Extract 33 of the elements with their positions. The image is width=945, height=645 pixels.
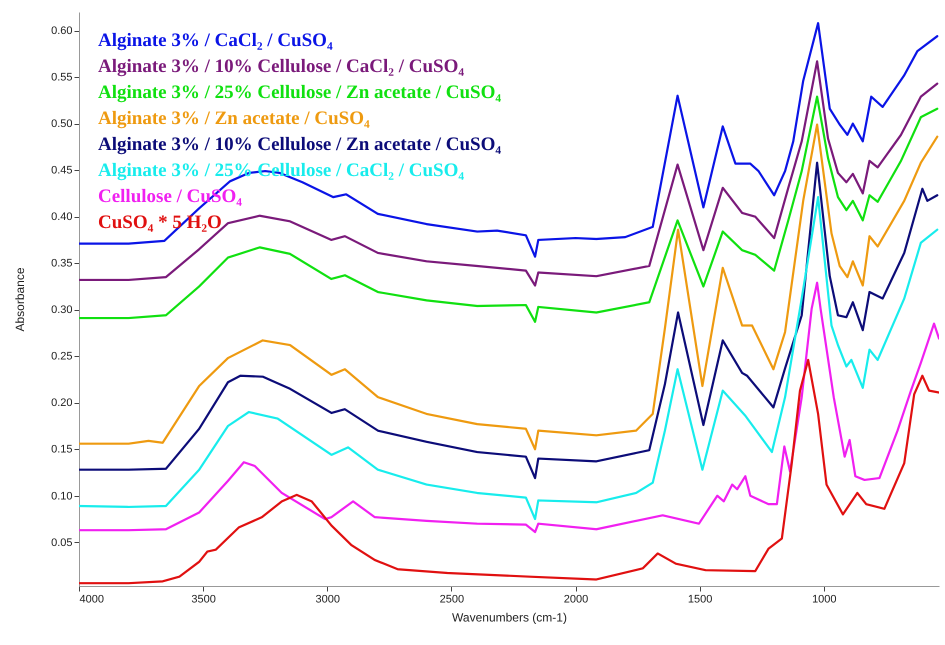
line-series [79, 162, 938, 480]
y-tick-label: 0.15 [51, 444, 72, 456]
x-tick-label: 1000 [812, 594, 837, 606]
y-tick-label: 0.20 [51, 397, 72, 410]
line-series [79, 60, 938, 287]
text: Alginate 3% / 10% Cellulose / Zn acetate / CuSO₄ [98, 134, 502, 155]
text: Alginate 3% / 25% Cellulose / CaCl₂ / CuSO₄ [98, 160, 464, 181]
x-tick-label: 2000 [564, 594, 588, 606]
line-series [79, 358, 939, 584]
text: Alginate 3% / CaCl₂ / CuSO₄ [98, 30, 333, 51]
x-tick-label: 1500 [688, 594, 712, 606]
line-series [79, 282, 939, 534]
text: Alginate 3% / 25% Cellulose / Zn acetate / CuSO₄ [98, 82, 502, 103]
y-tick-label: 0.05 [51, 536, 72, 549]
y-tick-label: 0.45 [51, 164, 72, 177]
x-tick-label: 3500 [191, 594, 216, 606]
x-axis-title: Wavenumbers (cm-1) [452, 610, 567, 624]
y-axis-title: Absorbance [13, 267, 28, 332]
text: CuSO₄ * 5 H₂O [98, 212, 222, 233]
text: Alginate 3% / Zn acetate / CuSO₄ [98, 108, 370, 129]
y-tick-label: 0.40 [51, 211, 72, 224]
x-tick-label: 3000 [316, 594, 340, 606]
y-tick-label: 0.55 [51, 72, 72, 84]
y-tick-label: 0.30 [51, 304, 72, 316]
x-tick-label: 4000 [80, 594, 104, 606]
line-series [79, 22, 938, 258]
y-tick-label: 0.10 [51, 490, 72, 502]
y-tick-label: 0.50 [51, 118, 72, 130]
x-tick-label: 2500 [440, 594, 464, 606]
y-tick-label: 0.60 [51, 25, 72, 38]
text: Alginate 3% / 10% Cellulose / CaCl₂ / CuSO₄ [98, 56, 464, 77]
y-tick-label: 0.25 [51, 350, 72, 363]
y-tick-label: 0.35 [51, 258, 72, 270]
